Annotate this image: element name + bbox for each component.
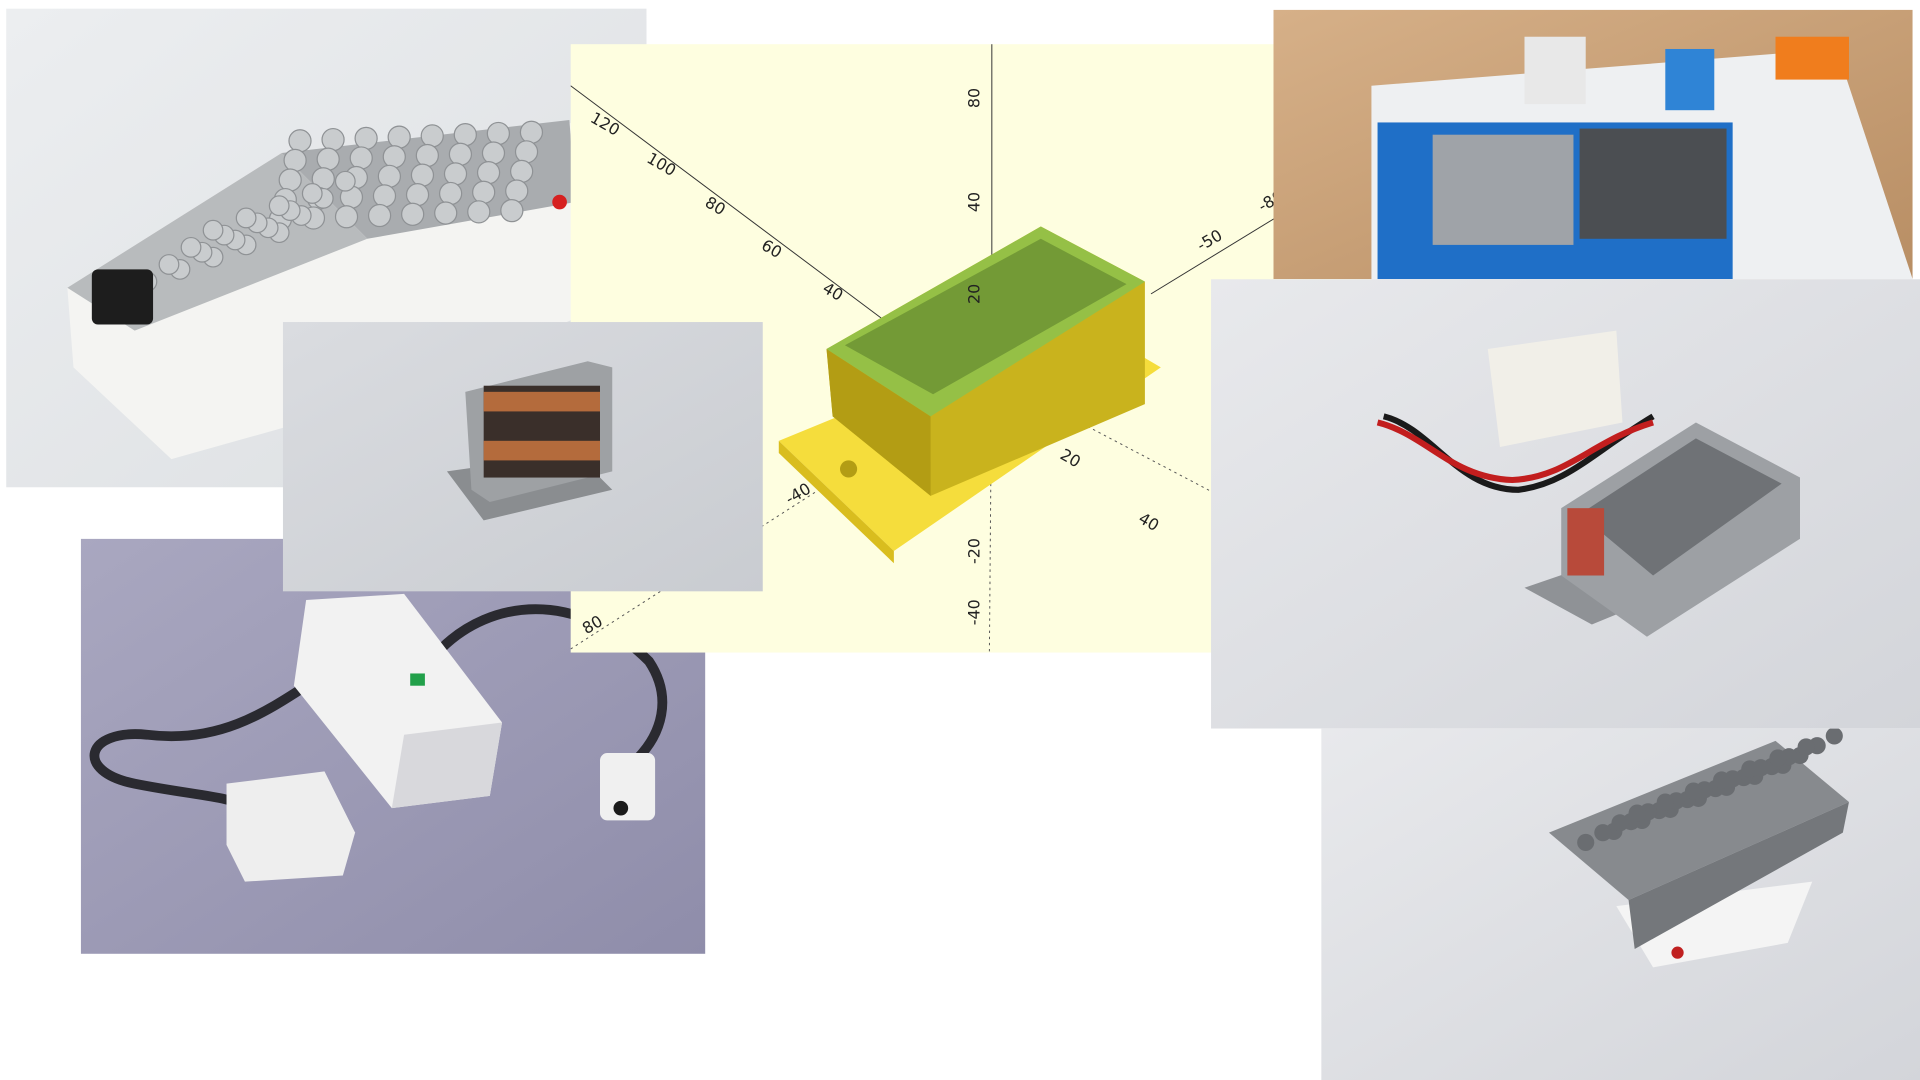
stud-hole [283,148,307,173]
stud-hole [410,163,435,187]
stud-hole [349,146,373,170]
photo-battery-box [282,322,763,592]
stud-hole [321,127,345,152]
plate-hole [1684,782,1703,800]
stud-hole [235,207,257,229]
stud-hole [316,147,340,171]
stud-hole [268,195,290,217]
stud-hole [301,183,323,204]
plate-hole [1713,771,1731,789]
axis-label: 40 [965,192,984,212]
stud-hole [202,219,224,241]
stud-hole [434,201,458,225]
photo-lipo-box [1211,279,1920,729]
axis-label: 80 [965,88,984,108]
stud-hole [158,254,180,275]
plate-hole [1741,760,1759,778]
stud-hole [481,141,506,165]
plate-hole [1628,804,1646,822]
stud-hole [405,183,430,207]
stud-hole [505,179,529,203]
stud-hole [288,129,312,153]
stud-hole [278,168,302,192]
stud-hole [387,125,411,149]
stud-hole [401,202,425,226]
stud-hole [486,121,511,146]
plate-hole [1769,749,1787,767]
stud-hole [334,205,359,229]
stud-hole [500,198,524,223]
stud-hole [509,159,534,184]
plate-hole [1594,824,1612,842]
plate-hole [1656,793,1674,811]
stud-hole [372,184,397,208]
plate-hole [1577,833,1595,852]
stud-hole [519,120,544,144]
plate-hole [1611,814,1629,832]
photo-hub [6,8,647,488]
stud-hole [438,181,463,206]
photo-baseplate [1321,728,1920,1080]
stud-hole [514,140,539,164]
axis-label: -40 [965,599,984,625]
stud-hole [420,124,444,148]
stud-hole [377,164,402,188]
plate-hole [1825,728,1843,745]
stud-hole [472,180,496,204]
axis-label: -20 [965,538,984,564]
stud-hole [448,142,473,166]
stud-hole [443,162,468,186]
axis-label: 20 [965,284,984,304]
plate-hole [1797,738,1815,756]
stud-hole [354,126,378,150]
stud-hole [415,143,439,168]
stud-hole [367,203,392,228]
stud-hole [453,123,477,147]
photo-robot [1273,9,1913,280]
stud-hole [382,145,406,169]
stud-hole [467,200,491,224]
stud-hole [476,161,501,185]
stud-hole [180,236,202,258]
stud-hole [334,170,356,192]
